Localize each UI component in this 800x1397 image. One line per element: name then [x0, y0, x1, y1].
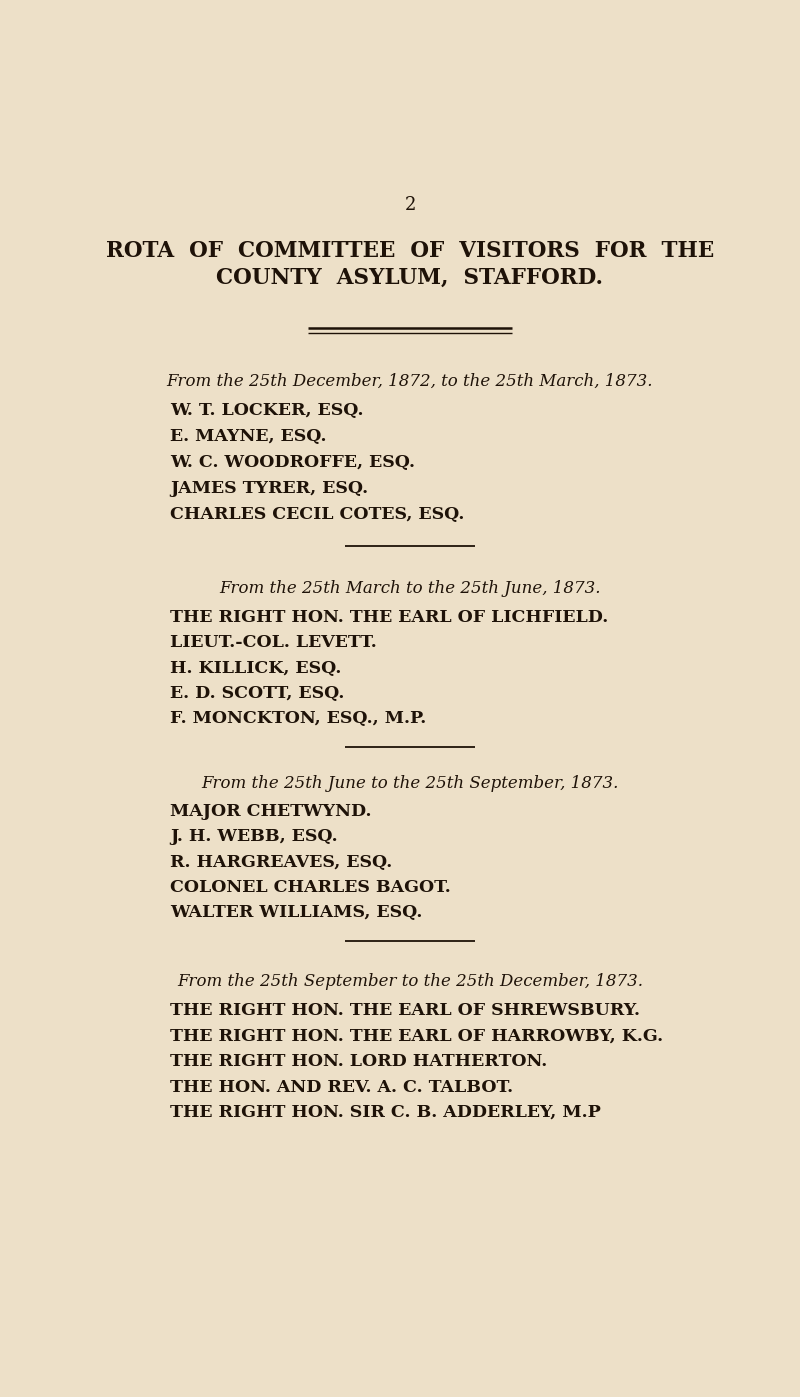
Text: THE RIGHT HON. THE EARL OF HARROWBY, K.G.: THE RIGHT HON. THE EARL OF HARROWBY, K.G… [170, 1028, 663, 1045]
Text: THE HON. AND REV. A. C. TALBOT.: THE HON. AND REV. A. C. TALBOT. [170, 1078, 513, 1095]
Text: J. H. WEBB, ESQ.: J. H. WEBB, ESQ. [170, 828, 338, 845]
Text: W. T. LOCKER, ESQ.: W. T. LOCKER, ESQ. [170, 402, 363, 419]
Text: COUNTY  ASYLUM,  STAFFORD.: COUNTY ASYLUM, STAFFORD. [217, 267, 603, 289]
Text: F. MONCKTON, ESQ., M.P.: F. MONCKTON, ESQ., M.P. [170, 711, 426, 728]
Text: From the 25th December, 1872, to the 25th March, 1873.: From the 25th December, 1872, to the 25t… [166, 373, 654, 390]
Text: H. KILLICK, ESQ.: H. KILLICK, ESQ. [170, 659, 342, 676]
Text: From the 25th June to the 25th September, 1873.: From the 25th June to the 25th September… [202, 775, 618, 792]
Text: THE RIGHT HON. THE EARL OF LICHFIELD.: THE RIGHT HON. THE EARL OF LICHFIELD. [170, 609, 608, 626]
Text: E. MAYNE, ESQ.: E. MAYNE, ESQ. [170, 427, 326, 444]
Text: 2: 2 [404, 196, 416, 214]
Text: LIEUT.-COL. LEVETT.: LIEUT.-COL. LEVETT. [170, 634, 377, 651]
Text: R. HARGREAVES, ESQ.: R. HARGREAVES, ESQ. [170, 854, 392, 870]
Text: MAJOR CHETWYND.: MAJOR CHETWYND. [170, 803, 371, 820]
Text: W. C. WOODROFFE, ESQ.: W. C. WOODROFFE, ESQ. [170, 454, 415, 471]
Text: THE RIGHT HON. SIR C. B. ADDERLEY, M.P: THE RIGHT HON. SIR C. B. ADDERLEY, M.P [170, 1104, 601, 1120]
Text: ROTA  OF  COMMITTEE  OF  VISITORS  FOR  THE: ROTA OF COMMITTEE OF VISITORS FOR THE [106, 240, 714, 261]
Text: WALTER WILLIAMS, ESQ.: WALTER WILLIAMS, ESQ. [170, 904, 422, 922]
Text: CHARLES CECIL COTES, ESQ.: CHARLES CECIL COTES, ESQ. [170, 506, 465, 524]
Text: From the 25th September to the 25th December, 1873.: From the 25th September to the 25th Dece… [177, 974, 643, 990]
Text: From the 25th March to the 25th June, 1873.: From the 25th March to the 25th June, 18… [219, 580, 601, 598]
Text: THE RIGHT HON. THE EARL OF SHREWSBURY.: THE RIGHT HON. THE EARL OF SHREWSBURY. [170, 1002, 640, 1020]
Text: COLONEL CHARLES BAGOT.: COLONEL CHARLES BAGOT. [170, 879, 451, 895]
Text: E. D. SCOTT, ESQ.: E. D. SCOTT, ESQ. [170, 685, 345, 703]
Text: JAMES TYRER, ESQ.: JAMES TYRER, ESQ. [170, 481, 368, 497]
Text: THE RIGHT HON. LORD HATHERTON.: THE RIGHT HON. LORD HATHERTON. [170, 1053, 547, 1070]
